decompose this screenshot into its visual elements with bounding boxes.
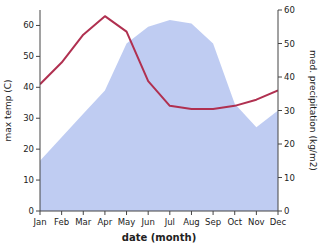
x-tick-label: May bbox=[118, 217, 136, 227]
precipitation-area bbox=[40, 20, 278, 211]
y-tick bbox=[36, 211, 40, 212]
y-tick bbox=[36, 149, 40, 150]
y2-axis-label: med. precipitation (kg/m2) bbox=[308, 50, 318, 171]
x-tick bbox=[148, 211, 149, 215]
x-tick-label: Nov bbox=[248, 217, 265, 227]
y2-tick bbox=[278, 211, 282, 212]
y2-tick-label: 50 bbox=[284, 39, 295, 49]
y2-tick bbox=[278, 177, 282, 178]
y2-tick bbox=[278, 144, 282, 145]
y2-tick-label: 40 bbox=[284, 72, 295, 82]
x-tick-label: Jun bbox=[141, 217, 155, 227]
y-tick-label: 0 bbox=[29, 206, 34, 216]
x-tick bbox=[61, 211, 62, 215]
x-tick bbox=[104, 211, 105, 215]
y2-tick bbox=[278, 43, 282, 44]
y-axis-label: max temp (C) bbox=[3, 79, 13, 141]
x-tick-label: Jan bbox=[32, 217, 46, 227]
y2-tick-label: 60 bbox=[284, 5, 295, 15]
x-tick-label: Dec bbox=[270, 217, 287, 227]
y2-tick-label: 30 bbox=[284, 106, 295, 116]
x-tick-label: Feb bbox=[54, 217, 69, 227]
y-tick-label: 30 bbox=[23, 113, 34, 123]
y-tick-label: 40 bbox=[23, 82, 34, 92]
y2-tick bbox=[278, 110, 282, 111]
x-tick bbox=[169, 211, 170, 215]
y2-tick bbox=[278, 10, 282, 11]
x-tick-label: Sep bbox=[205, 217, 221, 227]
y2-tick-label: 10 bbox=[284, 173, 295, 183]
x-tick bbox=[234, 211, 235, 215]
x-tick bbox=[40, 211, 41, 215]
y-tick-label: 60 bbox=[23, 20, 34, 30]
y-tick bbox=[36, 25, 40, 26]
y-tick-label: 10 bbox=[23, 175, 34, 185]
y-tick-label: 20 bbox=[23, 144, 34, 154]
x-tick bbox=[191, 211, 192, 215]
x-axis-label: date (month) bbox=[122, 232, 196, 243]
temperature-line bbox=[40, 16, 278, 109]
y2-tick-label: 0 bbox=[284, 206, 289, 216]
x-tick bbox=[213, 211, 214, 215]
x-tick bbox=[83, 211, 84, 215]
x-tick-label: Apr bbox=[98, 217, 113, 227]
y-tick bbox=[36, 56, 40, 57]
y2-tick bbox=[278, 77, 282, 78]
x-tick bbox=[256, 211, 257, 215]
y-tick bbox=[36, 87, 40, 88]
x-axis-line bbox=[40, 211, 278, 212]
y2-tick-label: 20 bbox=[284, 139, 295, 149]
y-axis-line bbox=[40, 10, 41, 211]
x-tick bbox=[126, 211, 127, 215]
y-tick bbox=[36, 180, 40, 181]
x-tick bbox=[278, 211, 279, 215]
y-tick-label: 50 bbox=[23, 51, 34, 61]
y-tick bbox=[36, 118, 40, 119]
x-tick-label: Jul bbox=[164, 217, 175, 227]
chart: JanFebMarAprMayJunJulAugSepOctNovDec0102… bbox=[0, 0, 318, 247]
x-tick-label: Oct bbox=[227, 217, 242, 227]
x-tick-label: Aug bbox=[183, 217, 200, 227]
x-tick-label: Mar bbox=[75, 217, 92, 227]
data-group bbox=[40, 16, 278, 211]
